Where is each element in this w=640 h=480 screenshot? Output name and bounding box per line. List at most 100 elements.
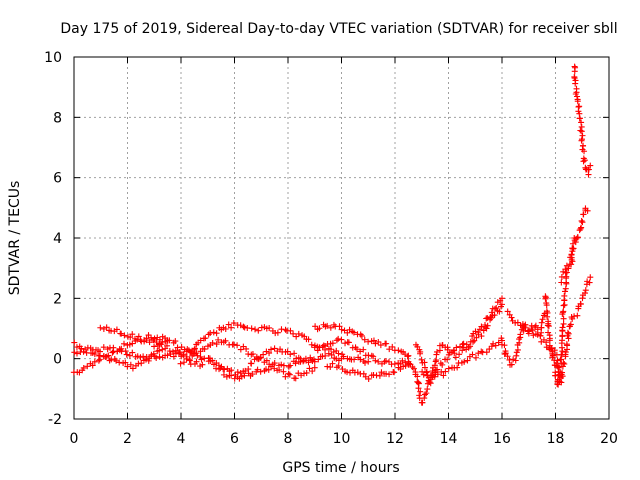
data-point: [517, 322, 524, 329]
data-point: [439, 342, 446, 349]
data-point: [440, 372, 447, 379]
x-tick-label: 12: [386, 431, 404, 447]
data-point: [512, 357, 519, 364]
data-point: [560, 308, 567, 315]
data-point: [193, 358, 200, 365]
data-point: [234, 369, 241, 376]
data-point: [439, 361, 446, 368]
data-point: [123, 351, 130, 358]
data-point: [410, 365, 417, 372]
data-point: [265, 366, 272, 373]
data-point: [89, 350, 96, 357]
data-point: [338, 336, 345, 343]
data-point: [488, 309, 495, 316]
data-point: [418, 356, 425, 363]
data-point: [245, 366, 252, 373]
data-point: [504, 308, 511, 315]
data-point: [496, 308, 503, 315]
data-point: [567, 321, 574, 328]
data-point: [572, 239, 579, 246]
data-point: [180, 352, 187, 359]
data-point: [510, 356, 517, 363]
series-trace-t: [571, 63, 594, 178]
data-point: [504, 353, 511, 360]
data-point: [248, 325, 255, 332]
data-point: [576, 103, 583, 110]
data-point: [572, 80, 579, 87]
data-point: [218, 363, 225, 370]
data-point: [287, 351, 294, 358]
data-point: [395, 347, 402, 354]
data-point: [558, 273, 565, 280]
data-point: [240, 323, 247, 330]
data-point: [391, 369, 398, 376]
data-point: [193, 350, 200, 357]
data-point: [562, 349, 569, 356]
data-point: [328, 351, 335, 358]
data-point: [560, 320, 567, 327]
data-point: [237, 322, 244, 329]
data-point: [201, 346, 208, 353]
data-point: [143, 335, 150, 342]
data-point: [546, 337, 553, 344]
data-point: [555, 381, 562, 388]
data-point: [335, 362, 342, 369]
data-point: [255, 327, 262, 334]
data-point: [502, 350, 509, 357]
data-point: [454, 364, 461, 371]
data-point: [166, 337, 173, 344]
data-point: [383, 340, 390, 347]
data-point: [333, 337, 340, 344]
data-point: [493, 304, 500, 311]
data-point: [585, 166, 592, 173]
data-point: [561, 360, 568, 367]
data-point: [358, 332, 365, 339]
data-point: [538, 324, 545, 331]
data-point: [172, 347, 179, 354]
data-point: [538, 329, 545, 336]
data-point: [499, 301, 505, 308]
data-point: [492, 342, 499, 349]
data-point: [164, 352, 171, 359]
data-point: [285, 370, 292, 377]
data-point: [198, 356, 205, 363]
data-point: [178, 344, 185, 351]
data-point: [543, 339, 550, 346]
data-point: [464, 357, 471, 364]
data-point: [280, 362, 287, 369]
data-point: [97, 348, 104, 355]
data-point: [126, 352, 133, 359]
data-point: [463, 341, 470, 348]
data-point: [456, 351, 463, 358]
data-point: [97, 324, 104, 331]
data-point: [327, 364, 334, 371]
data-point: [335, 350, 342, 357]
data-point: [228, 372, 235, 379]
data-point: [584, 207, 591, 214]
data-point: [421, 364, 428, 371]
data-point: [560, 359, 567, 366]
data-point: [587, 162, 594, 169]
data-point: [254, 366, 261, 373]
data-point: [578, 119, 585, 126]
data-point: [415, 379, 422, 386]
data-point: [532, 330, 539, 337]
data-point: [537, 332, 544, 339]
data-point: [248, 360, 255, 367]
data-point: [560, 315, 567, 322]
data-point: [291, 350, 298, 357]
data-point: [100, 344, 107, 351]
data-point: [222, 337, 229, 344]
data-point: [241, 372, 248, 379]
data-point: [574, 93, 581, 100]
data-point: [365, 338, 372, 345]
data-point: [209, 357, 216, 364]
data-point: [419, 399, 426, 406]
data-point: [562, 285, 569, 292]
series-trace-a: [71, 339, 166, 372]
data-point: [186, 357, 193, 364]
data-point: [105, 352, 112, 359]
data-point: [553, 362, 560, 369]
data-point: [482, 321, 489, 328]
data-point: [266, 350, 273, 357]
